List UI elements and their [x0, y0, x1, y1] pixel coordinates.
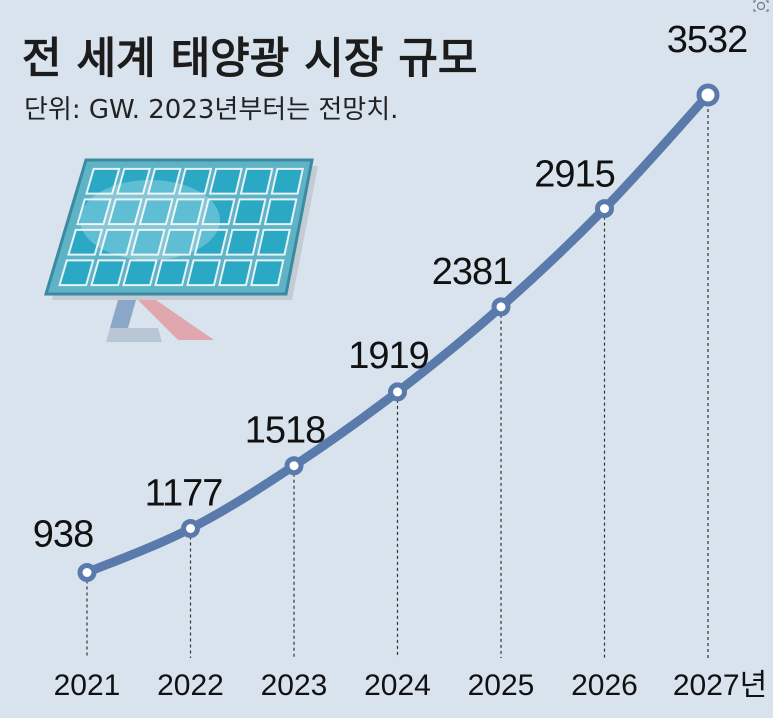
panel-cell — [177, 167, 213, 195]
panel-cell — [58, 259, 95, 287]
panel-cell — [90, 259, 127, 287]
panel-cell — [169, 198, 205, 226]
data-point — [77, 563, 97, 582]
panel-cell — [162, 228, 198, 256]
panel-cell — [138, 198, 174, 226]
panel-cell — [146, 167, 182, 195]
data-point — [595, 199, 614, 219]
panel-cell — [67, 228, 104, 256]
x-tick-label: 2022 — [157, 669, 224, 702]
x-tick-label: 2023 — [261, 669, 328, 702]
panel-cell — [239, 167, 274, 195]
panel-cell — [218, 259, 253, 287]
x-axis-ticks: 2021 2022 2023 2024 2025 2026 2027년 — [54, 669, 768, 702]
panel-cell — [154, 259, 190, 287]
panel-cell — [232, 198, 267, 226]
data-point — [491, 297, 511, 317]
panel-cell — [201, 198, 236, 226]
panel-cell — [116, 167, 152, 195]
data-label: 1919 — [348, 335, 429, 377]
panel-cell — [85, 167, 121, 195]
panel-cell — [250, 259, 285, 287]
x-tick-label: 2026 — [571, 669, 638, 702]
panel-cell — [122, 259, 158, 287]
panel-cell — [193, 228, 229, 256]
solar-panel-icon — [43, 158, 318, 342]
panel-cell — [186, 259, 222, 287]
panel-cell — [130, 228, 166, 256]
data-label: 3532 — [667, 19, 748, 61]
data-label: 2915 — [534, 154, 615, 196]
x-tick-label: 2027년 — [673, 669, 767, 702]
data-point — [284, 456, 304, 476]
data-label: 1518 — [245, 410, 326, 452]
x-tick-label: 2024 — [364, 669, 431, 702]
panel-cell — [270, 167, 305, 195]
chart-title: 전 세계 태양광 시장 규모 — [22, 34, 477, 84]
panel-cell — [263, 198, 298, 226]
panel-cell — [98, 228, 135, 256]
panel-cell — [256, 228, 291, 256]
expand-icon[interactable] — [753, 0, 769, 12]
panel-cell — [76, 198, 112, 226]
panel-cell — [208, 167, 243, 195]
panel-cell — [107, 198, 143, 226]
chart-subtitle: 단위: GW. 2023년부터는 전망치. — [24, 95, 398, 125]
guide-lines — [86, 103, 709, 658]
data-label: 1177 — [145, 473, 223, 515]
data-point — [181, 519, 200, 539]
data-label: 938 — [33, 514, 93, 556]
data-points — [77, 83, 720, 582]
data-point — [388, 382, 407, 402]
data-label: 2381 — [432, 251, 513, 293]
panel-cell — [225, 228, 260, 256]
x-tick-label: 2025 — [468, 669, 535, 702]
x-tick-label: 2021 — [54, 669, 121, 702]
data-point — [696, 83, 720, 107]
